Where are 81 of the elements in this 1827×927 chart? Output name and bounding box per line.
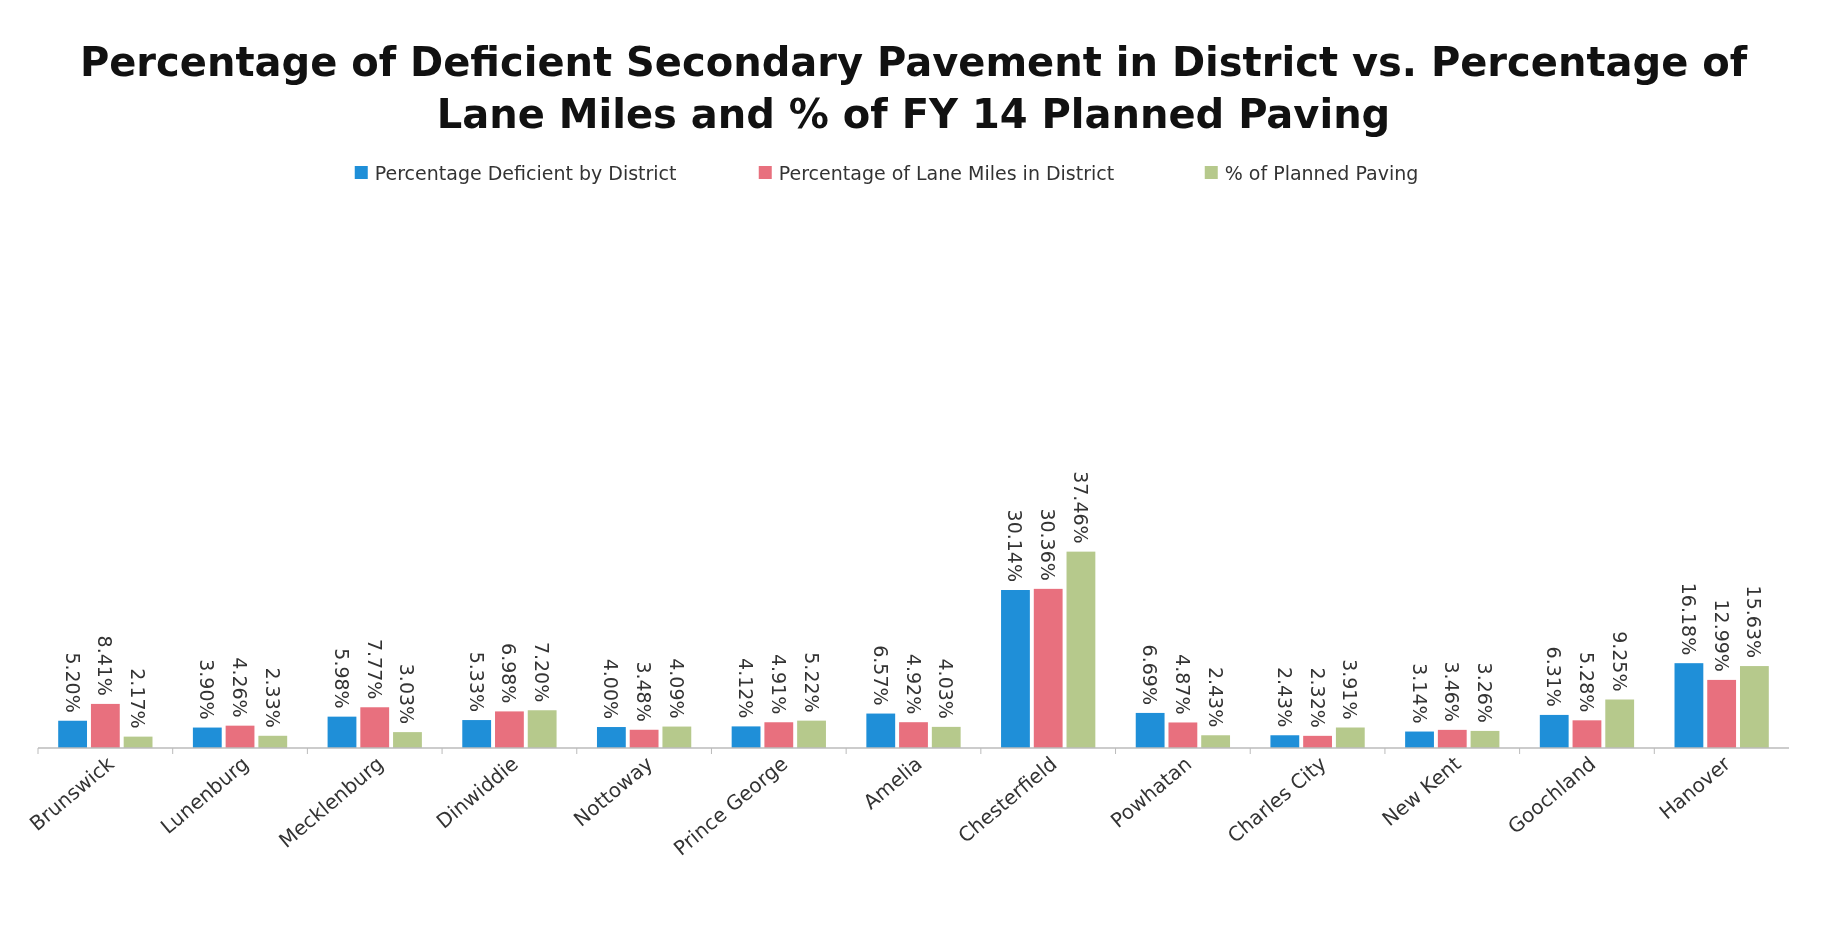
data-label: 15.63% xyxy=(1743,585,1766,659)
data-label: 12.99% xyxy=(1710,599,1733,672)
bar xyxy=(495,711,524,748)
data-label: 2.43% xyxy=(1273,666,1296,728)
data-label: 3.26% xyxy=(1474,662,1497,723)
data-label: 6.98% xyxy=(498,643,521,704)
bar xyxy=(327,716,357,748)
data-label: 4.91% xyxy=(767,653,790,715)
bar xyxy=(258,735,288,748)
bar xyxy=(899,722,928,748)
data-label: 3.48% xyxy=(633,661,656,722)
data-label: 3.46% xyxy=(1441,661,1464,722)
data-label: 5.33% xyxy=(465,651,488,713)
bar xyxy=(1572,720,1602,748)
bar xyxy=(1707,679,1737,748)
data-label: 6.69% xyxy=(1139,644,1162,705)
bar xyxy=(1066,551,1096,748)
data-label: 30.36% xyxy=(1037,508,1060,581)
data-label: 2.43% xyxy=(1204,666,1227,728)
data-label: 4.03% xyxy=(935,658,958,719)
data-label: 2.17% xyxy=(127,668,150,729)
bar xyxy=(360,707,390,748)
bar xyxy=(1135,712,1165,748)
bar xyxy=(866,713,896,748)
data-label: 5.28% xyxy=(1575,651,1598,713)
data-label: 4.09% xyxy=(665,658,688,719)
bar xyxy=(1674,663,1704,748)
data-label: 30.14% xyxy=(1004,509,1027,583)
data-label: 4.26% xyxy=(229,657,252,718)
data-label: 3.90% xyxy=(196,659,219,720)
data-label: 4.92% xyxy=(902,653,925,715)
data-label: 16.18% xyxy=(1677,582,1700,656)
bar xyxy=(393,732,422,748)
bar xyxy=(527,710,557,748)
legend-label: % of Planned Paving xyxy=(1224,162,1419,184)
chart-title: Percentage of Deficient Secondary Pavement in District vs. Percentage of Lane Miles and % of FY 14 Planned Paving xyxy=(79,39,1748,137)
data-label: 2.32% xyxy=(1306,667,1329,728)
bar xyxy=(1437,729,1467,748)
bar xyxy=(1739,666,1769,748)
bar xyxy=(1539,714,1569,748)
bar xyxy=(192,727,222,748)
data-label: 9.25% xyxy=(1608,631,1631,692)
bar xyxy=(1605,699,1635,748)
data-label: 7.20% xyxy=(531,641,554,703)
data-label: 4.12% xyxy=(735,658,758,719)
bar xyxy=(90,703,120,748)
legend-label: Percentage of Lane Miles in District xyxy=(778,162,1115,184)
bar xyxy=(731,726,761,748)
bar xyxy=(1001,590,1030,748)
data-label: 4.00% xyxy=(600,658,623,720)
data-label: 5.20% xyxy=(61,652,84,713)
bar xyxy=(1303,735,1332,748)
data-label: 6.57% xyxy=(869,645,892,706)
bar xyxy=(931,726,961,748)
bar xyxy=(1270,735,1300,748)
bar xyxy=(662,726,692,748)
data-label: 3.03% xyxy=(396,663,419,725)
data-label: 5.98% xyxy=(330,648,353,709)
bar xyxy=(58,720,88,748)
bar xyxy=(629,729,659,748)
bar xyxy=(225,725,255,748)
bar xyxy=(1201,735,1231,748)
bar xyxy=(1033,588,1063,748)
bar xyxy=(1405,731,1434,748)
bar xyxy=(1335,727,1365,748)
data-label: 37.46% xyxy=(1069,471,1092,544)
data-label: 7.77% xyxy=(363,638,386,700)
data-label: 3.14% xyxy=(1408,663,1431,724)
data-label: 3.91% xyxy=(1339,659,1362,720)
bar xyxy=(1168,722,1198,748)
bar xyxy=(462,720,492,748)
bar xyxy=(1470,730,1500,748)
data-label: 8.41% xyxy=(94,635,117,696)
data-label: 6.31% xyxy=(1543,646,1566,707)
legend-label: Percentage Deficient by District xyxy=(374,162,677,184)
bar xyxy=(797,720,826,748)
bar xyxy=(764,722,794,748)
data-label: 5.22% xyxy=(800,652,823,713)
data-label: 4.87% xyxy=(1171,654,1194,715)
bar xyxy=(596,727,626,748)
data-label: 2.33% xyxy=(261,667,284,728)
